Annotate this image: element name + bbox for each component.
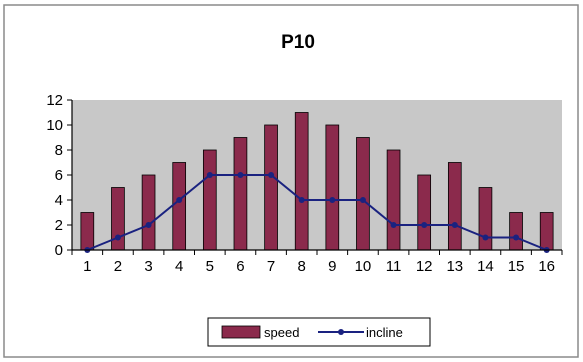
x-tick-label: 8 [298,258,306,275]
speed-bar [539,212,554,251]
legend-speed-swatch [221,325,261,339]
incline-point [451,222,458,228]
legend: speed incline [207,317,431,347]
incline-point [482,234,489,241]
x-tick-label: 1 [83,258,91,275]
y-ticks: 0 2 4 6 8 10 12 [46,92,72,259]
incline-point [176,197,183,203]
incline-point [359,197,366,203]
speed-bars [80,112,554,251]
speed-bar [233,137,248,251]
incline-point [390,222,397,228]
x-tick-label: 5 [206,258,214,275]
incline-point [145,222,152,228]
speed-bar [447,162,462,251]
incline-line [84,172,550,253]
incline-point [206,172,213,178]
y-tick-label: 6 [55,167,63,184]
incline-point [513,234,520,241]
x-tick-label: 13 [446,258,463,275]
incline-point [329,197,336,203]
y-tick-label: 10 [46,117,63,134]
speed-bar [264,124,278,251]
chart-border [3,4,579,358]
speed-bar [202,149,217,251]
y-tick-label: 4 [55,192,63,209]
speed-bar [509,212,523,251]
speed-bar [386,149,401,251]
incline-point [298,197,305,203]
chart-title: P10 [281,32,315,53]
y-tick-label: 0 [55,242,63,259]
incline-polyline [86,174,548,251]
incline-point [114,234,121,241]
x-tick-label: 9 [328,258,336,275]
legend-incline-marker [338,329,344,335]
x-tick-label: 16 [538,258,555,275]
x-tick-label: 4 [175,258,183,275]
incline-point [421,222,428,228]
x-tick-label: 3 [144,258,152,275]
speed-bar [172,162,187,251]
incline-point [268,172,275,178]
y-tick-label: 2 [55,217,63,234]
speed-bar [294,112,309,251]
x-ticks: 1 2 3 4 5 6 7 8 9 10 11 12 13 14 15 16 [71,250,563,275]
x-tick-label: 15 [508,258,525,275]
x-tick-label: 12 [416,258,433,275]
speed-bar [111,187,125,251]
x-tick-label: 10 [355,258,372,275]
x-tick-label: 7 [267,258,275,275]
x-tick-label: 6 [236,258,244,275]
x-tick-label: 14 [477,258,494,275]
speed-bar [325,124,340,251]
y-tick-label: 12 [46,92,63,109]
speed-bar [478,187,493,251]
speed-bar [356,137,370,251]
y-tick-label: 8 [55,142,63,159]
incline-point [237,172,244,178]
legend-incline-label: incline [366,325,403,340]
legend-speed-label: speed [264,325,299,340]
speed-bar [141,174,156,251]
x-tick-label: 2 [114,258,122,275]
speed-bar [417,174,432,251]
speed-bar [80,212,95,251]
x-tick-label: 11 [386,258,402,275]
